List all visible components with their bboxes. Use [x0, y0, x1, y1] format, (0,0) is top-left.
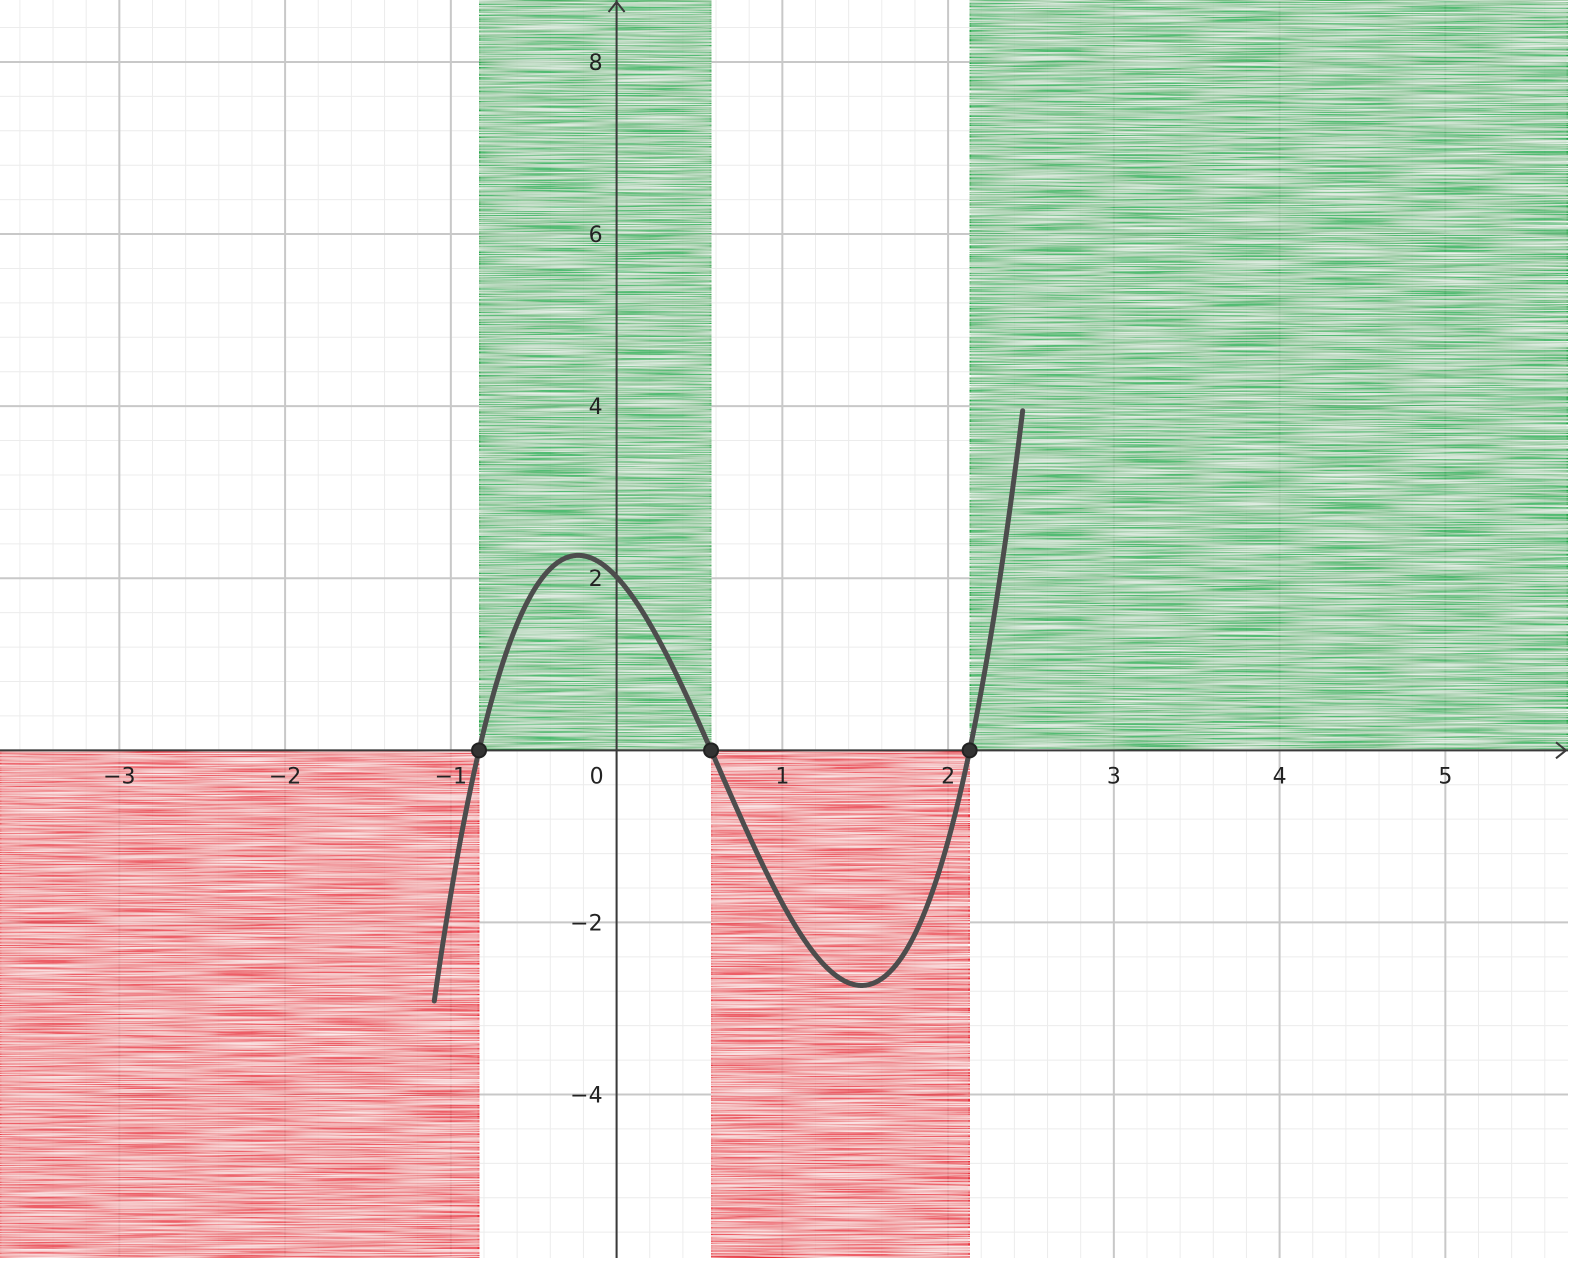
y-tick-label: 4 — [589, 395, 603, 420]
y-axis-arrow — [607, 0, 626, 13]
root-points — [471, 742, 978, 759]
x-axis-arrow — [1555, 741, 1568, 760]
tick-labels: −3 −2 −1 0 1 2 3 4 5 −4 −2 2 4 6 8 — [103, 51, 1452, 1109]
x-tick-label: −3 — [103, 764, 135, 789]
y-tick-label: 2 — [589, 567, 603, 592]
negative-region — [0, 748, 481, 1260]
x-tick-label: 5 — [1438, 764, 1452, 789]
root-point — [703, 742, 720, 759]
negative-region — [709, 748, 972, 1260]
x-tick-label: −2 — [269, 764, 301, 789]
positive-region — [968, 0, 1570, 752]
y-tick-label: 8 — [589, 51, 603, 76]
y-tick-label: −2 — [570, 911, 602, 936]
x-tick-label: 0 — [590, 764, 604, 789]
y-tick-label: −4 — [570, 1084, 602, 1109]
root-point — [961, 742, 978, 759]
curve-layer — [431, 408, 1026, 1004]
x-tick-label: 1 — [775, 764, 789, 789]
x-tick-label: 3 — [1107, 764, 1121, 789]
y-tick-label: 6 — [589, 223, 603, 248]
x-tick-label: 4 — [1273, 764, 1287, 789]
x-tick-label: 2 — [941, 764, 955, 789]
function-curve — [431, 408, 1026, 1004]
x-tick-label: −1 — [435, 764, 467, 789]
root-point — [471, 742, 488, 759]
